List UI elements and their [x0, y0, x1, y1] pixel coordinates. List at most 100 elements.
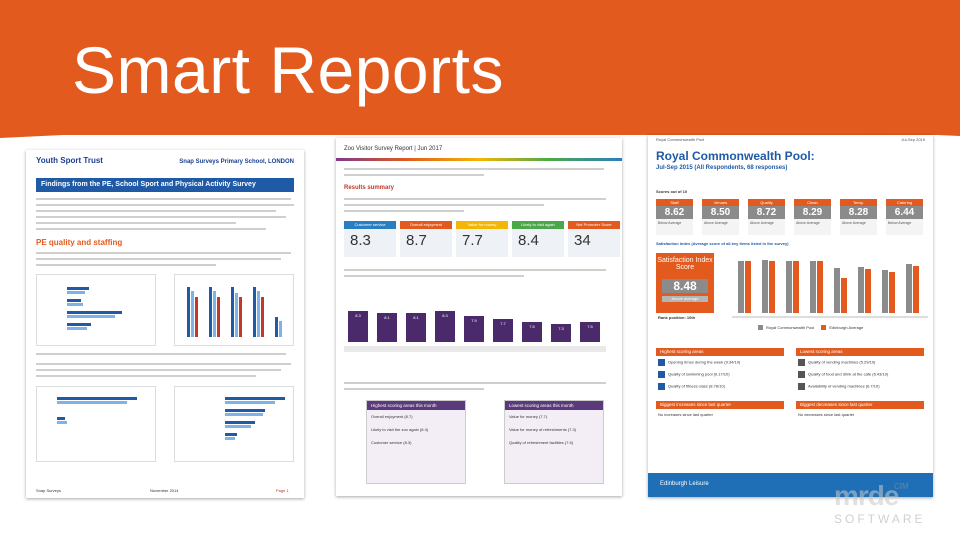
text-line — [344, 198, 606, 200]
pool-bar — [858, 267, 864, 313]
text-line — [344, 388, 484, 390]
score-card-label: Likely to visit again — [521, 222, 555, 227]
highest-scoring-box: Highest scoring areas this month Overall… — [366, 400, 466, 484]
average-bar — [841, 278, 847, 313]
horizontal-bar-chart — [36, 274, 156, 346]
purple-bar: 8.3 — [435, 311, 455, 342]
purple-bar-label: 8.1 — [413, 315, 419, 320]
score-card-label: Value for money — [467, 222, 497, 227]
score-card-value: 8.7 — [406, 232, 427, 249]
purple-bar: 7.9 — [464, 316, 484, 342]
score-card: Likely to visit again 8.4 — [512, 221, 564, 257]
sat-note: Above average — [662, 296, 708, 302]
score-card: Customer service 8.3 — [344, 221, 396, 257]
lowest-area-text: Availability of vending machines (6.7/10… — [808, 383, 880, 389]
average-bar — [889, 272, 895, 313]
score-tile: Quality 8.72 Above Average — [748, 199, 785, 235]
score-tile-value: 8.29 — [794, 206, 831, 219]
purple-bar-label: 8.1 — [384, 315, 390, 320]
highest-heading: Highest scoring areas this month — [367, 401, 465, 410]
text-line — [36, 369, 281, 371]
text-line — [344, 174, 484, 176]
check-icon — [658, 383, 665, 390]
lowest-area-text: Quality of food and drink at the cafe (6… — [808, 371, 889, 377]
highest-area-text: Quality of fitness class (8.78/10) — [668, 383, 725, 389]
edinburgh-leisure-logo: Edinburgh Leisure — [660, 481, 709, 487]
score-card-label: Overall enjoyment — [409, 222, 443, 227]
text-line — [344, 168, 604, 170]
lowest-item: Quality of refreshment facilities (7.5) — [509, 440, 574, 445]
average-bar — [769, 261, 775, 313]
text-line — [36, 264, 216, 266]
text-line — [36, 216, 286, 218]
score-tile-note: Above Average — [750, 221, 774, 225]
score-tile: Temp. 8.28 Above Average — [840, 199, 877, 235]
score-tile-label: Quality — [748, 199, 785, 206]
score-tile-value: 8.28 — [840, 206, 877, 219]
pool-bar — [834, 268, 840, 313]
highest-area-item: Quality of swimming pool (9.17/10) — [658, 371, 730, 378]
highest-area-text: Quality of swimming pool (9.17/10) — [668, 371, 730, 377]
pool-subtitle: Jul-Sep 2015 (All Respondents, 68 respon… — [656, 165, 788, 171]
score-tile-label: Staff — [656, 199, 693, 206]
score-card: Net Promoter Score 34 — [568, 221, 620, 257]
banner-curve — [0, 118, 960, 138]
horizontal-bar-chart — [174, 386, 294, 462]
score-tile-note: Below Average — [658, 221, 682, 225]
purple-bar: 7.7 — [493, 319, 513, 342]
score-tile-value: 6.44 — [886, 206, 923, 219]
lowest-area-text: Quality of vending machines (5.29/10) — [808, 359, 876, 365]
top-strip: Royal Commonwealth Pool Jul-Sep 2015 — [648, 135, 933, 143]
highest-item: Overall enjoyment (8.7) — [371, 414, 413, 419]
highest-areas-heading: Highest scoring areas — [656, 348, 784, 356]
brand-name: mrde — [834, 480, 899, 511]
brand-cim: CIM — [894, 482, 909, 491]
highest-area-text: Opening times during the week (9.34/10) — [668, 359, 741, 365]
score-card-value: 8.4 — [518, 232, 539, 249]
score-tile-label: Temp. — [840, 199, 877, 206]
report-thumbnail-pool: Royal Commonwealth Pool Jul-Sep 2015 Roy… — [648, 135, 933, 497]
topbar-left: Royal Commonwealth Pool — [656, 137, 705, 142]
sat-title: Satisfaction Index Score — [657, 257, 713, 271]
decrease-heading: Biggest decreases since last quarter — [796, 401, 924, 409]
footer-left: Snap Surveys — [36, 488, 61, 493]
pool-bar — [738, 261, 744, 313]
pool-bar — [906, 264, 912, 313]
lowest-area-item: Quality of vending machines (5.29/10) — [798, 359, 875, 366]
legend-pool: Royal Commonwealth Pool — [766, 325, 815, 330]
text-line — [36, 204, 294, 206]
average-bar — [865, 269, 871, 313]
satisfaction-index-box: Satisfaction Index Score 8.48 Above aver… — [656, 253, 714, 320]
axis-labels — [344, 346, 606, 352]
lowest-item: Value for money (7.7) — [509, 414, 548, 419]
score-tile-label: Clean — [794, 199, 831, 206]
purple-bar-label: 7.5 — [587, 324, 593, 329]
purple-bar: 8.3 — [348, 311, 368, 342]
decrease-text: No decreases since last quarter — [798, 412, 855, 417]
results-heading: Results summary — [344, 185, 395, 191]
purple-bar-label: 7.5 — [529, 324, 535, 329]
highest-item: Likely to visit the zoo again (8.4) — [371, 427, 429, 432]
score-card-value: 34 — [574, 232, 591, 249]
topbar-right: Jul-Sep 2015 — [901, 137, 925, 142]
score-card-value: 8.3 — [350, 232, 371, 249]
mrde-software-logo: mrde CIM SOFTWARE — [834, 480, 944, 530]
brand-software: SOFTWARE — [834, 512, 926, 526]
slide-title: Smart Reports — [72, 33, 504, 107]
text-line — [36, 353, 286, 355]
pool-title: Royal Commonwealth Pool: — [656, 149, 815, 163]
lowest-area-item: Availability of vending machines (6.7/10… — [798, 383, 880, 390]
sat-value: 8.48 — [662, 279, 708, 293]
score-card: Value for money 7.7 — [456, 221, 508, 257]
text-line — [36, 198, 291, 200]
score-tile: Clean 8.29 Above Average — [794, 199, 831, 235]
survey-banner: Findings from the PE, School Sport and P… — [36, 178, 294, 192]
lowest-area-item: Quality of food and drink at the cafe (6… — [798, 371, 888, 378]
purple-bar-chart: 8.3 8.1 8.1 8.3 7.9 7.7 7.5 7.3 7.5 — [348, 308, 610, 342]
text-line — [344, 204, 544, 206]
cross-icon — [798, 371, 805, 378]
highest-item: Customer service (8.3) — [371, 440, 412, 445]
vertical-bar-chart — [174, 274, 294, 346]
check-icon — [658, 371, 665, 378]
